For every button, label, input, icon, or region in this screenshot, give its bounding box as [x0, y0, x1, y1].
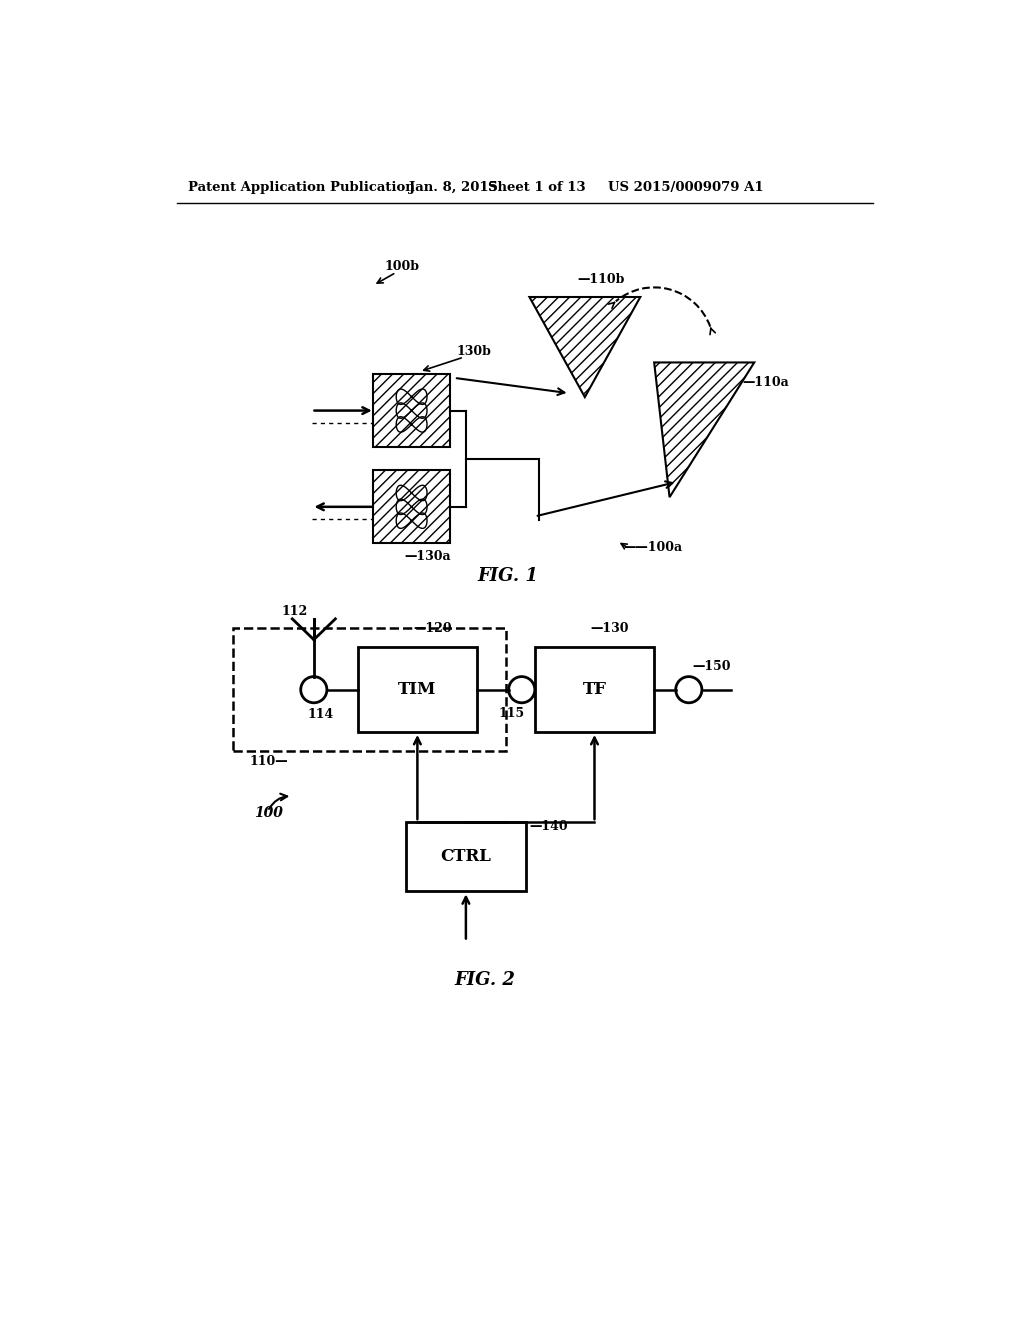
Text: —110a: —110a — [742, 376, 790, 388]
Bar — [535, 647, 654, 733]
Text: TF: TF — [583, 681, 606, 698]
Text: 114: 114 — [307, 709, 334, 721]
Text: —130: —130 — [591, 622, 629, 635]
Bar — [407, 822, 525, 891]
Text: —140: —140 — [529, 820, 568, 833]
Text: 100: 100 — [254, 805, 283, 820]
Text: 115: 115 — [499, 706, 524, 719]
Text: ——100a: ——100a — [624, 541, 682, 554]
Text: —120: —120 — [414, 622, 453, 635]
Text: TIM: TIM — [398, 681, 436, 698]
Text: Jan. 8, 2015: Jan. 8, 2015 — [410, 181, 498, 194]
Text: —150: —150 — [692, 660, 731, 673]
Text: FIG. 1: FIG. 1 — [477, 566, 539, 585]
Text: 112: 112 — [282, 605, 308, 618]
Bar — [373, 470, 451, 544]
Text: —130a: —130a — [403, 550, 451, 564]
Text: —110b: —110b — [578, 273, 625, 286]
Text: FIG. 2: FIG. 2 — [455, 972, 515, 989]
Text: CTRL: CTRL — [440, 849, 492, 866]
Polygon shape — [654, 363, 755, 498]
Text: US 2015/0009079 A1: US 2015/0009079 A1 — [608, 181, 764, 194]
Bar — [357, 647, 477, 733]
Bar — [233, 628, 506, 751]
Text: 130b: 130b — [457, 345, 492, 358]
Text: 100b: 100b — [385, 260, 420, 273]
Bar — [373, 374, 451, 447]
Text: 110—: 110— — [250, 755, 289, 768]
Polygon shape — [529, 297, 640, 397]
Text: Patent Application Publication: Patent Application Publication — [188, 181, 415, 194]
Text: Sheet 1 of 13: Sheet 1 of 13 — [487, 181, 586, 194]
